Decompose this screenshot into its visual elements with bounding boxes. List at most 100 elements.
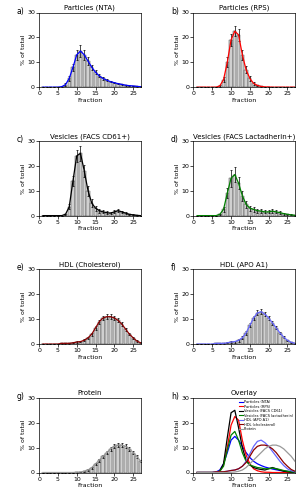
Vesicles (FACS CD61)	[259, 466, 263, 472]
X-axis label: Fraction: Fraction	[77, 98, 103, 102]
Bar	[94, 464, 97, 472]
X-axis label: Fraction: Fraction	[77, 483, 103, 488]
Text: g): g)	[17, 392, 25, 401]
Bar	[252, 318, 255, 344]
Vesicles (FACS CD61)	[222, 461, 225, 467]
HDL (cholesterol)	[229, 468, 233, 473]
Protein	[222, 470, 225, 476]
Bar	[241, 55, 244, 87]
Bar	[86, 338, 90, 344]
Bar	[98, 322, 101, 344]
Bar	[83, 171, 86, 216]
Bar	[109, 316, 112, 344]
Particles (RPS)	[290, 470, 293, 476]
Vesicles (FACS lactadherin)	[199, 470, 203, 476]
HDL (cholesterol)	[248, 454, 252, 460]
Particles (NTA)	[290, 469, 293, 475]
Vesicles (FACS lactadherin)	[225, 447, 229, 453]
Particles (NTA)	[244, 450, 248, 456]
Bar	[124, 213, 127, 216]
Title: Particles (RPS): Particles (RPS)	[219, 4, 269, 11]
Bar	[263, 212, 266, 216]
Vesicles (FACS CD61)	[195, 470, 199, 476]
HDL (cholesterol)	[207, 470, 210, 476]
HDL (APO A1)	[225, 468, 229, 474]
Vesicles (FACS lactadherin)	[210, 470, 214, 476]
HDL (cholesterol)	[233, 467, 237, 473]
Vesicles (FACS CD61)	[233, 408, 237, 414]
Bar	[64, 84, 67, 87]
Particles (RPS)	[286, 470, 289, 476]
Line: Particles (NTA): Particles (NTA)	[197, 436, 295, 472]
Bar	[139, 462, 142, 472]
Vesicles (FACS lactadherin)	[252, 464, 256, 469]
Bar	[79, 342, 82, 344]
Bar	[244, 70, 248, 87]
Protein	[195, 470, 199, 476]
Bar	[128, 86, 131, 87]
Vesicles (FACS CD61)	[218, 468, 222, 474]
Protein	[256, 454, 259, 460]
Vesicles (FACS lactadherin)	[256, 464, 259, 470]
Vesicles (FACS lactadherin)	[240, 450, 244, 456]
Legend: Particles (NTA), Particles (RPS), Vesicles (FACS CD61), Vesicles (FACS lactadher: Particles (NTA), Particles (RPS), Vesicl…	[239, 400, 293, 432]
HDL (APO A1)	[293, 469, 297, 475]
Bar	[259, 211, 263, 216]
HDL (APO A1)	[267, 444, 271, 450]
HDL (APO A1)	[286, 466, 289, 472]
Bar	[290, 342, 293, 344]
Bar	[128, 214, 131, 216]
Text: a): a)	[17, 6, 25, 16]
Vesicles (FACS lactadherin)	[237, 437, 240, 443]
Bar	[241, 196, 244, 216]
Bar	[124, 85, 127, 87]
Bar	[135, 86, 138, 87]
Protein	[248, 461, 252, 467]
Bar	[233, 342, 236, 344]
Bar	[113, 318, 116, 344]
Bar	[248, 208, 251, 216]
Protein	[225, 470, 229, 476]
HDL (APO A1)	[233, 467, 237, 473]
Bar	[68, 78, 71, 87]
HDL (cholesterol)	[286, 464, 289, 469]
HDL (APO A1)	[199, 470, 203, 476]
HDL (cholesterol)	[214, 469, 218, 475]
Particles (RPS)	[278, 470, 282, 476]
Particles (RPS)	[259, 469, 263, 475]
HDL (APO A1)	[271, 448, 274, 454]
X-axis label: Fraction: Fraction	[231, 98, 257, 102]
Bar	[64, 214, 67, 216]
Bar	[128, 449, 131, 472]
Vesicles (FACS CD61)	[237, 424, 240, 430]
Bar	[233, 174, 236, 216]
Bar	[109, 449, 112, 472]
Bar	[267, 212, 270, 216]
Particles (NTA)	[256, 461, 259, 467]
Bar	[86, 61, 90, 87]
Bar	[120, 212, 123, 216]
HDL (APO A1)	[278, 458, 282, 464]
Particles (RPS)	[244, 452, 248, 458]
Vesicles (FACS CD61)	[214, 470, 218, 476]
Bar	[259, 86, 263, 87]
Particles (NTA)	[225, 450, 229, 456]
Vesicles (FACS CD61)	[207, 470, 210, 476]
Vesicles (FACS CD61)	[244, 457, 248, 463]
Bar	[79, 154, 82, 216]
Vesicles (FACS lactadherin)	[278, 466, 282, 472]
Bar	[90, 468, 93, 472]
Protein	[229, 470, 233, 476]
Bar	[94, 328, 97, 344]
HDL (cholesterol)	[263, 442, 267, 448]
Bar	[229, 40, 233, 87]
Bar	[105, 452, 108, 472]
Particles (NTA)	[259, 462, 263, 468]
Protein	[271, 442, 274, 448]
Bar	[120, 84, 123, 87]
HDL (cholesterol)	[252, 447, 256, 453]
Protein	[199, 470, 203, 476]
Bar	[248, 326, 251, 344]
Particles (RPS)	[218, 468, 222, 474]
HDL (APO A1)	[203, 470, 206, 476]
